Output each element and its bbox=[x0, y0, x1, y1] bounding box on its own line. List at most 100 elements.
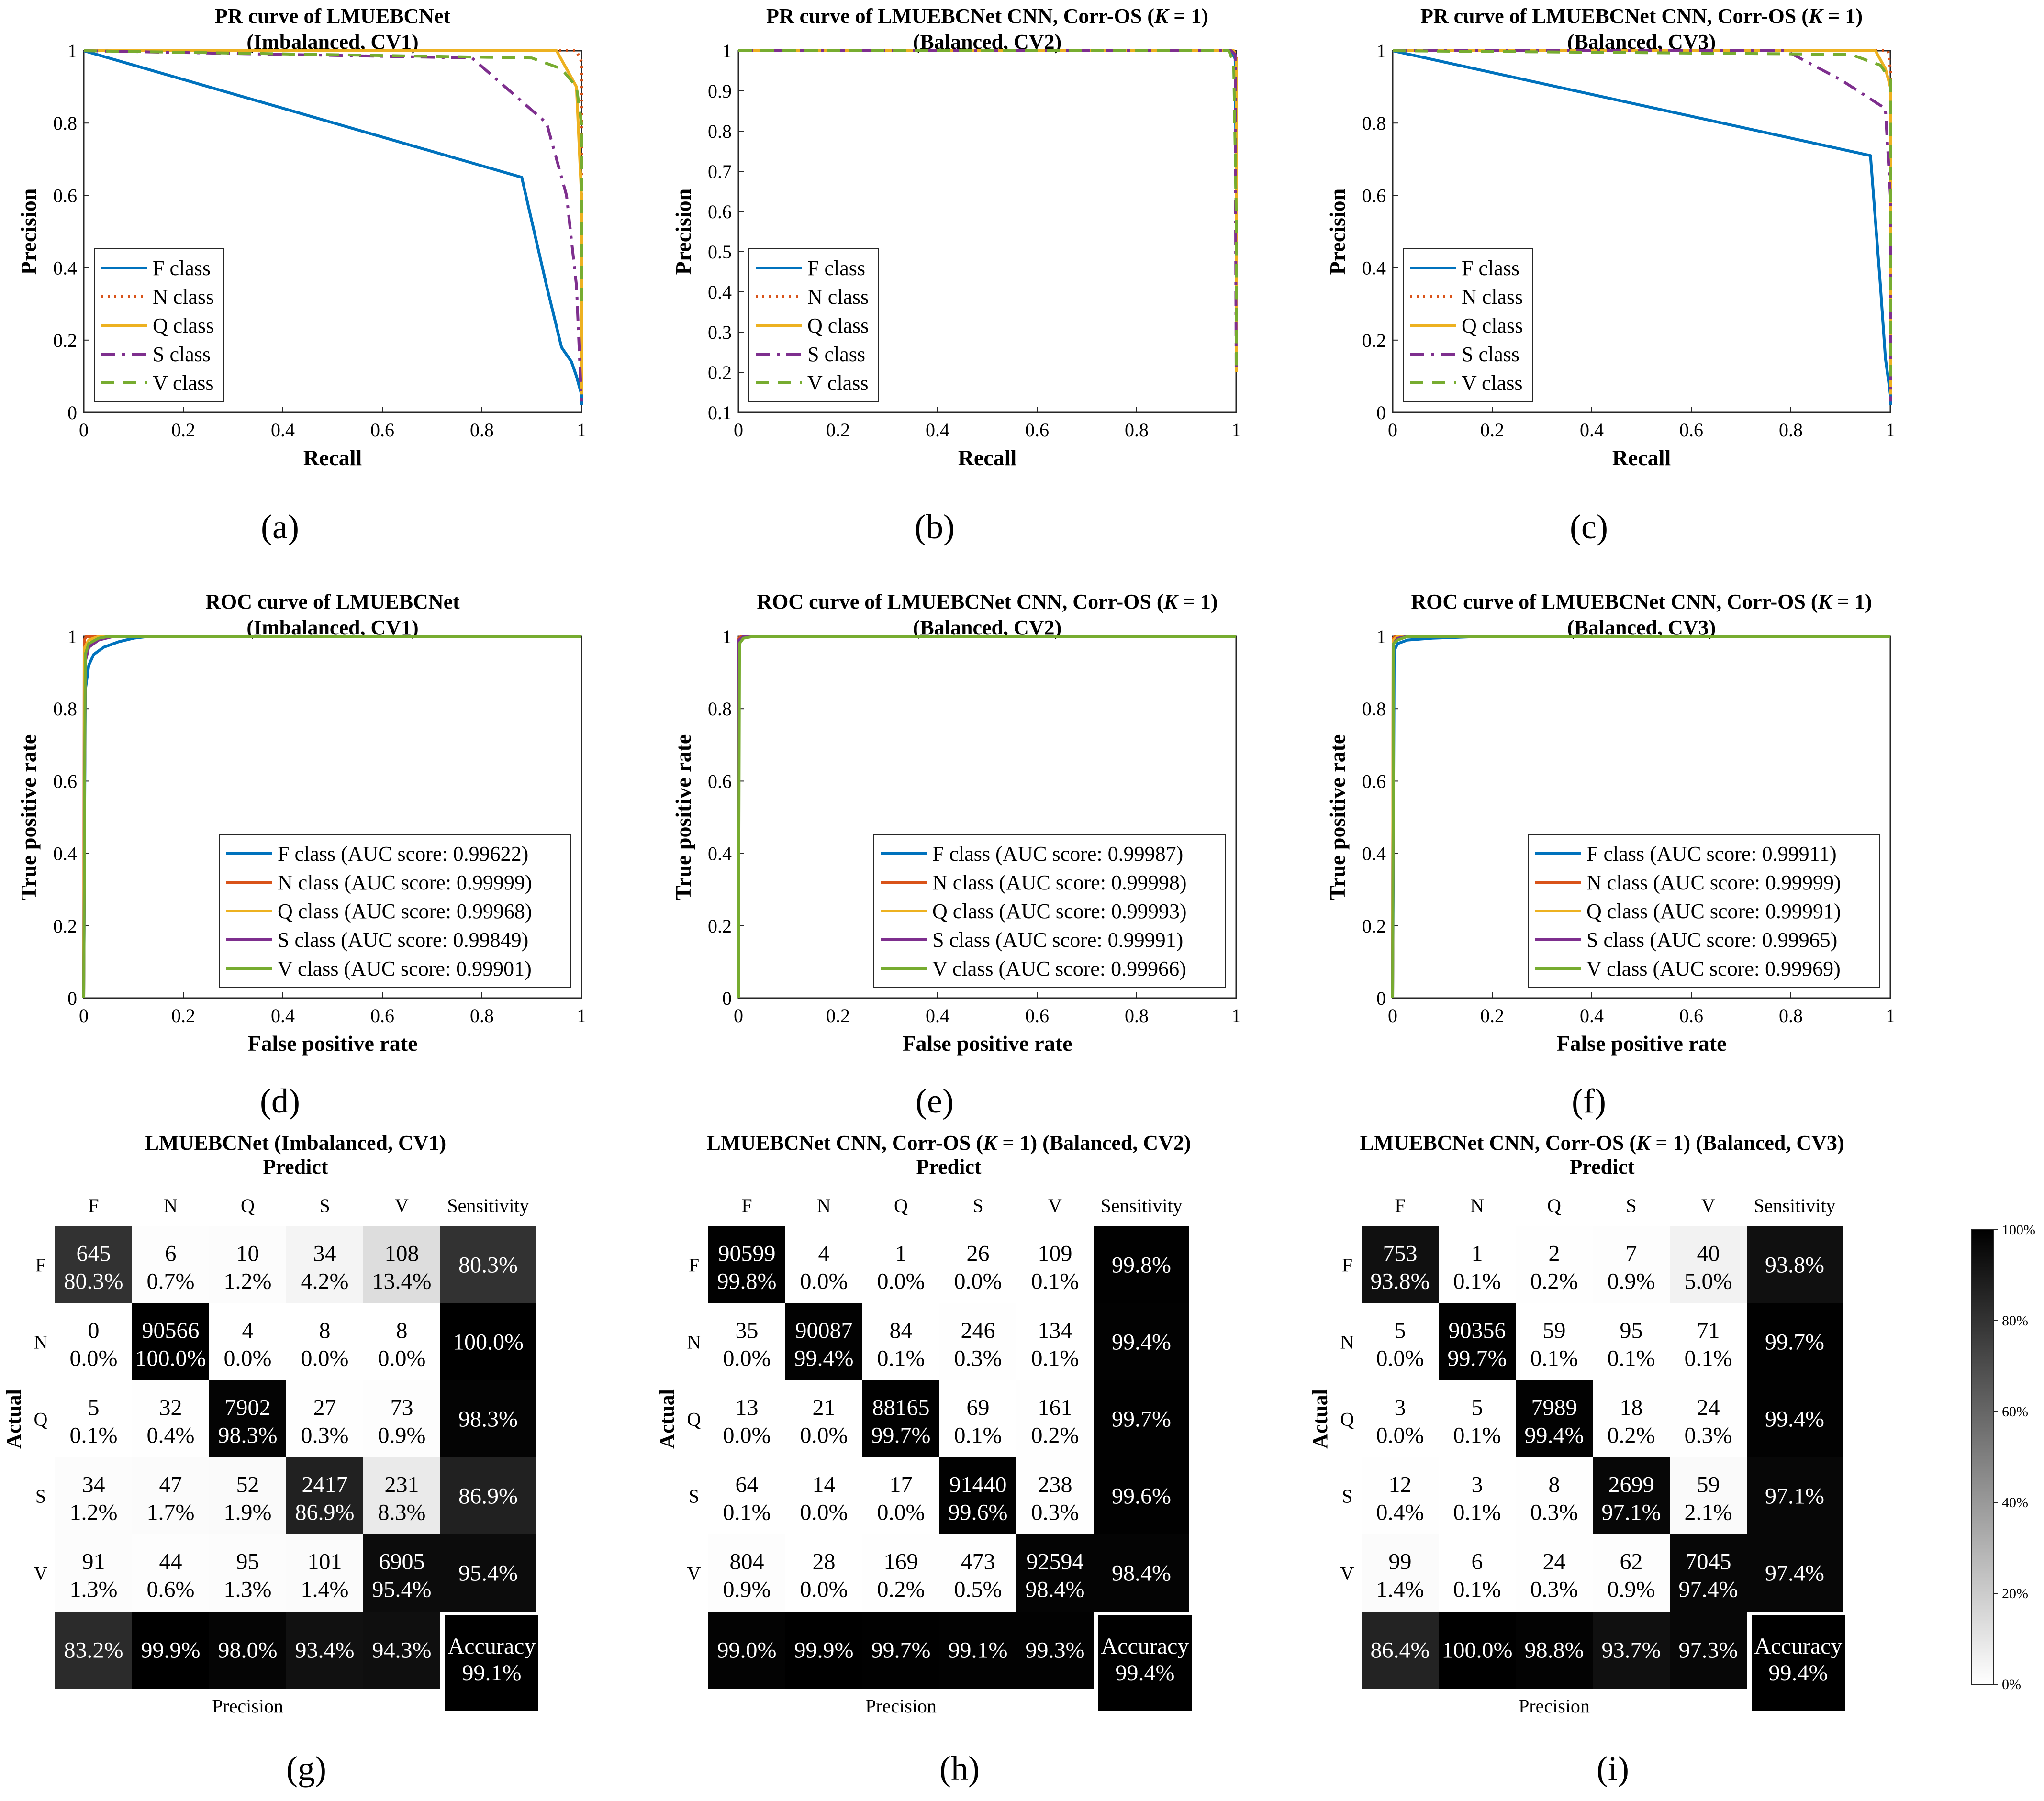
y-tick-label: 0 bbox=[67, 402, 77, 423]
cm-row-header: F bbox=[689, 1255, 699, 1276]
cm-actual-label: Actual bbox=[1308, 1389, 1332, 1449]
y-tick-label: 0.4 bbox=[53, 257, 77, 279]
cm-row-header: S bbox=[1342, 1486, 1352, 1507]
cm-cell-percent: 0.2% bbox=[877, 1577, 925, 1602]
cm-precision-cell-value: 93.4% bbox=[295, 1638, 355, 1663]
cm-precision-cell bbox=[1362, 1612, 1439, 1689]
y-tick-label: 0.8 bbox=[708, 121, 732, 142]
cm-cell-count: 5 bbox=[1395, 1318, 1406, 1344]
panel-caption: (i) bbox=[1597, 1749, 1629, 1788]
x-tick-label: 0.2 bbox=[1480, 419, 1504, 441]
cm-precision-cell bbox=[939, 1612, 1016, 1689]
cm-cell-percent: 0.9% bbox=[723, 1577, 771, 1602]
x-tick-label: 0.6 bbox=[1679, 419, 1703, 441]
cm-cell bbox=[286, 1303, 363, 1380]
cm-cell-count: 24 bbox=[1697, 1395, 1720, 1421]
cm-sensitivity-cell-value: 95.4% bbox=[458, 1561, 518, 1586]
cm-accuracy-cell bbox=[1752, 1615, 1845, 1711]
cm-cell-percent: 0.2% bbox=[1530, 1269, 1578, 1294]
y-tick-label: 0.4 bbox=[708, 843, 732, 865]
cm-cell-percent: 0.3% bbox=[1530, 1577, 1578, 1602]
cm-sensitivity-header: Sensitivity bbox=[1754, 1195, 1835, 1216]
cm-row-header: N bbox=[687, 1332, 701, 1353]
panel-caption: (b) bbox=[915, 508, 955, 546]
cm-precision-cell-value: 99.7% bbox=[871, 1638, 931, 1663]
cm-cell-count: 52 bbox=[236, 1472, 259, 1498]
cm-accuracy-label: Accuracy bbox=[1101, 1634, 1189, 1659]
y-tick-label: 0.8 bbox=[1362, 698, 1386, 720]
cm-cell-count: 753 bbox=[1383, 1241, 1418, 1267]
cm-sensitivity-cell-value: 99.6% bbox=[1112, 1484, 1171, 1509]
cm-cell-percent: 0.0% bbox=[954, 1269, 1002, 1294]
cm-col-header: S bbox=[972, 1195, 983, 1216]
series-line-v bbox=[1391, 635, 1890, 999]
cm-cell bbox=[862, 1380, 939, 1457]
cm-cell-percent: 0.3% bbox=[954, 1346, 1002, 1371]
cm-row-header: N bbox=[1340, 1332, 1354, 1353]
cm-cell bbox=[1593, 1303, 1670, 1380]
cm-cell-count: 73 bbox=[391, 1395, 413, 1421]
cm-cell bbox=[785, 1380, 862, 1457]
cm-row-header: V bbox=[1340, 1563, 1354, 1584]
cm-cell-count: 2 bbox=[1549, 1241, 1560, 1267]
cm-cell-count: 90356 bbox=[1449, 1318, 1506, 1344]
cm-col-header: F bbox=[741, 1195, 752, 1216]
y-tick-label: 0.9 bbox=[708, 80, 732, 102]
cm-cell-count: 34 bbox=[313, 1241, 336, 1267]
cm-cell-percent: 0.1% bbox=[1608, 1346, 1655, 1371]
cm-cell-percent: 0.0% bbox=[1376, 1423, 1424, 1448]
cm-cell-count: 7902 bbox=[225, 1395, 271, 1421]
y-tick-label: 0.6 bbox=[53, 770, 77, 792]
cm-cell bbox=[209, 1380, 286, 1457]
y-axis-label: Precision bbox=[671, 189, 695, 275]
cm-cell-count: 90599 bbox=[718, 1241, 776, 1267]
cm-title: LMUEBCNet (Imbalanced, CV1) bbox=[145, 1131, 446, 1155]
legend-label: F class (AUC score: 0.99622) bbox=[278, 842, 528, 866]
cm-cell-count: 90566 bbox=[142, 1318, 200, 1344]
cm-col-header: N bbox=[164, 1195, 178, 1216]
legend-label: N class bbox=[807, 285, 869, 309]
cm-sensitivity-cell bbox=[1747, 1226, 1843, 1303]
cm-cell bbox=[363, 1380, 440, 1457]
cm-col-header: V bbox=[1048, 1195, 1062, 1216]
y-tick-label: 1 bbox=[67, 40, 77, 62]
y-tick-label: 0.4 bbox=[1362, 257, 1386, 279]
x-axis-label: Recall bbox=[303, 445, 362, 470]
cm-cell bbox=[785, 1534, 862, 1612]
cm-cell-percent: 0.2% bbox=[1031, 1423, 1079, 1448]
cm-cell-count: 8 bbox=[396, 1318, 408, 1344]
cm-cell-percent: 98.4% bbox=[1026, 1577, 1085, 1602]
cm-accuracy-label: Accuracy bbox=[448, 1634, 536, 1659]
cm-cell-percent: 2.1% bbox=[1685, 1500, 1732, 1525]
chart-4: ROC curve of LMUEBCNet CNN, Corr-OS (K =… bbox=[671, 590, 1241, 1056]
cm-cell-count: 1 bbox=[1472, 1241, 1483, 1267]
series-line-v bbox=[738, 49, 1238, 372]
cm-cell bbox=[55, 1534, 132, 1612]
y-axis-label: True positive rate bbox=[16, 734, 41, 900]
cm-cell-percent: 0.1% bbox=[1685, 1346, 1732, 1371]
cm-precision-cell-value: 99.3% bbox=[1026, 1638, 1085, 1663]
x-tick-label: 0.8 bbox=[1779, 1005, 1803, 1026]
y-tick-label: 0.5 bbox=[708, 241, 732, 263]
cm-cell-count: 32 bbox=[159, 1395, 182, 1421]
cm-cell bbox=[1670, 1303, 1747, 1380]
y-tick-label: 0.2 bbox=[1362, 330, 1386, 351]
cm-cell-percent: 98.3% bbox=[218, 1423, 278, 1448]
x-axis-label: False positive rate bbox=[247, 1031, 417, 1056]
cm-cell-count: 3 bbox=[1395, 1395, 1406, 1421]
cm-cell-count: 0 bbox=[88, 1318, 100, 1344]
cm-cell bbox=[1016, 1457, 1094, 1534]
cm-cell-percent: 0.3% bbox=[301, 1423, 349, 1448]
x-axis-label: Recall bbox=[958, 445, 1017, 470]
cm-row-header: S bbox=[35, 1486, 46, 1507]
cm-precision-cell bbox=[363, 1612, 440, 1689]
legend-label: Q class bbox=[1462, 314, 1523, 337]
cm-cell-percent: 0.9% bbox=[1608, 1577, 1655, 1602]
cm-cell bbox=[939, 1534, 1016, 1612]
x-tick-label: 0.2 bbox=[171, 419, 195, 441]
y-tick-label: 1 bbox=[1376, 40, 1386, 62]
cm-cell-percent: 0.2% bbox=[1608, 1423, 1655, 1448]
cm-cell bbox=[55, 1226, 132, 1303]
cm-cell-count: 14 bbox=[813, 1472, 836, 1498]
cm-cell bbox=[132, 1534, 209, 1612]
